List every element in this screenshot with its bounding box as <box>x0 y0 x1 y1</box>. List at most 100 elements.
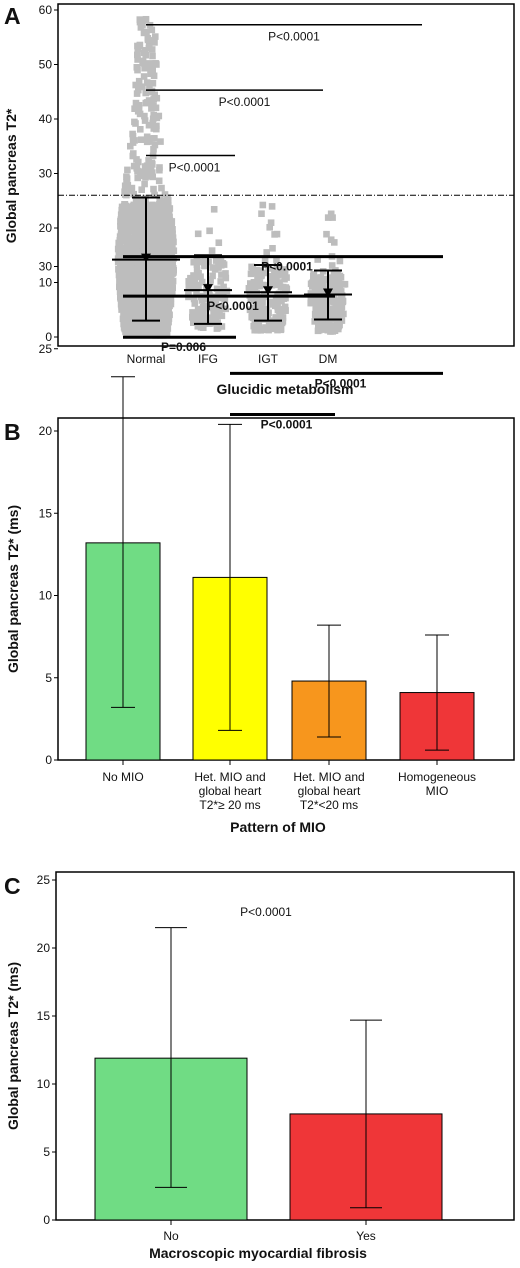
data-point <box>147 245 154 253</box>
data-point <box>140 29 148 37</box>
y-tick-label-b: 0 <box>45 753 52 767</box>
data-point <box>151 219 159 226</box>
data-point <box>139 83 146 91</box>
data-point <box>198 297 206 304</box>
data-point <box>149 311 156 318</box>
data-point <box>194 230 202 238</box>
data-point <box>130 190 137 198</box>
data-point <box>330 311 338 318</box>
data-point <box>141 117 149 124</box>
data-point <box>311 318 318 325</box>
data-point <box>245 285 253 292</box>
data-point <box>215 290 222 297</box>
data-point <box>166 278 174 286</box>
data-point <box>151 114 159 121</box>
data-point <box>130 298 138 306</box>
data-point <box>147 331 155 339</box>
data-point <box>120 260 128 268</box>
data-point <box>336 282 344 290</box>
data-point <box>158 184 165 192</box>
data-point <box>152 319 159 326</box>
data-point <box>212 257 220 264</box>
data-point <box>140 238 147 246</box>
data-point <box>151 210 158 218</box>
data-point <box>146 233 153 240</box>
data-point <box>327 274 335 281</box>
data-point <box>150 185 157 193</box>
data-point <box>266 298 274 306</box>
data-point <box>131 309 139 316</box>
data-point <box>156 310 163 318</box>
data-point <box>190 272 197 279</box>
data-point <box>155 177 163 185</box>
data-point <box>210 206 218 213</box>
data-point <box>331 273 339 281</box>
x-tick-label-c: Yes <box>356 1229 376 1243</box>
data-point <box>122 328 130 336</box>
y-tick-label-b: 10 <box>39 589 53 603</box>
data-point <box>144 285 151 292</box>
data-point <box>121 191 129 198</box>
data-point <box>134 51 141 59</box>
data-point <box>162 209 169 216</box>
data-point <box>159 246 167 254</box>
y-axis-title-b: Global pancreas T2* (ms) <box>5 505 21 673</box>
data-point <box>123 173 130 180</box>
data-point <box>162 311 170 319</box>
data-point <box>158 286 166 293</box>
data-point <box>170 238 177 246</box>
data-point <box>312 287 319 294</box>
data-point <box>330 298 337 306</box>
x-tick-label-b: Het. MIO and <box>293 770 364 784</box>
data-point <box>166 255 173 262</box>
data-point <box>337 308 345 316</box>
data-point <box>140 275 147 283</box>
data-point <box>329 214 336 221</box>
data-point <box>161 275 168 283</box>
data-point <box>268 276 275 284</box>
data-point <box>247 295 255 302</box>
data-point <box>146 237 153 245</box>
data-point <box>161 291 169 298</box>
data-point <box>315 280 322 287</box>
data-point <box>168 218 175 226</box>
data-point <box>247 270 255 278</box>
data-point <box>116 233 124 240</box>
data-point <box>162 285 170 292</box>
data-point <box>339 297 347 305</box>
data-point <box>117 295 124 302</box>
data-point <box>273 321 280 328</box>
data-point <box>249 314 257 322</box>
data-point <box>146 204 154 211</box>
data-point <box>315 295 322 303</box>
data-point <box>148 159 156 167</box>
data-point <box>151 39 158 46</box>
data-point <box>155 314 162 321</box>
data-point <box>331 305 339 312</box>
y-tick-label-c: 20 <box>37 941 51 955</box>
p-value-annotation: P<0.0001 <box>240 905 292 919</box>
data-point <box>153 125 160 133</box>
data-point <box>129 320 137 328</box>
mean-marker <box>323 288 333 298</box>
data-point <box>157 138 164 145</box>
data-point <box>314 256 321 263</box>
data-point <box>250 304 258 312</box>
data-point <box>150 96 157 103</box>
data-point <box>133 328 140 335</box>
data-point <box>125 303 133 310</box>
data-point <box>218 323 226 330</box>
data-point <box>165 244 173 252</box>
data-point <box>321 301 328 309</box>
data-point <box>156 164 163 171</box>
data-point <box>130 150 137 157</box>
data-point <box>253 322 261 330</box>
data-point <box>163 205 171 213</box>
scatter-points-a <box>114 15 349 339</box>
data-point <box>325 305 333 313</box>
y-tick-label-a: 10 <box>39 276 53 290</box>
data-point <box>121 201 128 208</box>
data-point <box>140 203 148 211</box>
y-tick-label-c: 15 <box>37 1009 51 1023</box>
